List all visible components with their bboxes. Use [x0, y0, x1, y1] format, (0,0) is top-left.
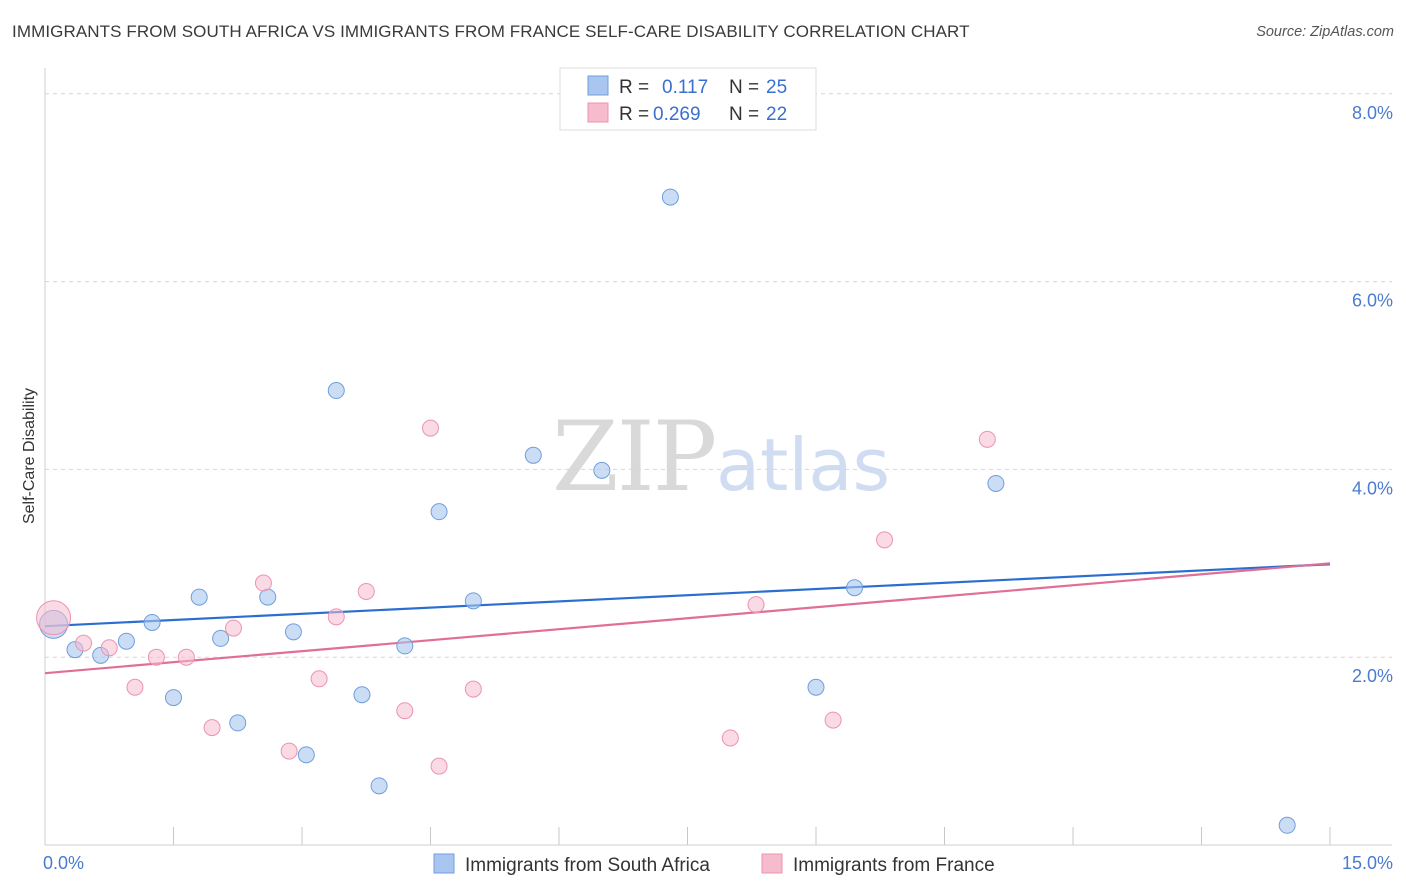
trend-line-france: [44, 562, 1331, 675]
y-tick-labels: 2.0% 4.0% 6.0% 8.0%: [1352, 103, 1393, 686]
point-france-20: [876, 531, 894, 549]
point-south-africa-3: [117, 632, 135, 650]
gridlines: [45, 93, 1392, 658]
point-south-africa-5: [165, 689, 182, 707]
x-tick-labels: 0.0% 15.0%: [43, 853, 1393, 873]
point-france-0: [36, 600, 72, 636]
legend-n-label-2: N =: [729, 104, 759, 125]
legend-r-label-1: R =: [619, 77, 649, 98]
legend-r-value-france: 0.269: [653, 104, 701, 125]
point-france-9: [280, 742, 298, 760]
point-south-africa-13: [353, 686, 371, 704]
watermark-zip: ZIP: [552, 401, 715, 513]
point-france-8: [254, 574, 272, 592]
point-france-7: [224, 619, 242, 637]
point-france-1: [75, 634, 93, 652]
point-south-africa-4: [143, 613, 161, 631]
legend-n-label-1: N =: [729, 77, 759, 98]
point-france-16: [464, 680, 482, 698]
point-france-13: [396, 702, 414, 720]
trend-lines: [44, 562, 1331, 675]
point-south-africa-21: [807, 678, 825, 696]
y-tick-label-0: 2.0%: [1352, 666, 1393, 686]
point-france-15: [430, 757, 448, 775]
point-france-11: [327, 608, 345, 626]
point-france-3: [126, 678, 144, 696]
point-south-africa-11: [297, 746, 315, 764]
point-south-africa-7: [212, 629, 230, 647]
y-tick-label-3: 8.0%: [1352, 103, 1393, 123]
data-points: [36, 188, 1296, 834]
point-france-10: [310, 670, 328, 688]
point-south-africa-24: [1278, 816, 1296, 834]
point-south-africa-19: [593, 461, 611, 479]
legend-r-label-2: R =: [619, 104, 649, 125]
point-south-africa-10: [284, 623, 302, 641]
series-legend-swatch-france: [761, 853, 783, 874]
point-france-17: [721, 729, 739, 747]
point-france-6: [203, 719, 221, 737]
chart-title: IMMIGRANTS FROM SOUTH AFRICA VS IMMIGRAN…: [12, 22, 970, 41]
point-south-africa-20: [661, 188, 679, 206]
y-tick-label-1: 4.0%: [1352, 478, 1393, 498]
point-france-5: [177, 648, 195, 666]
correlation-legend: R = 0.117 N = 25 R = 0.269 N = 22: [559, 67, 817, 131]
watermark: ZIP atlas: [552, 401, 890, 513]
point-south-africa-8: [229, 714, 247, 732]
legend-n-value-south-africa: 25: [766, 77, 787, 98]
point-france-14: [422, 419, 439, 437]
point-south-africa-18: [524, 446, 542, 464]
point-south-africa-17: [464, 592, 482, 610]
series-legend-label-south-africa: Immigrants from South Africa: [465, 855, 710, 876]
point-south-africa-16: [430, 503, 448, 521]
point-france-19: [824, 711, 842, 729]
point-south-africa-14: [370, 777, 388, 795]
watermark-atlas: atlas: [716, 423, 890, 507]
y-tick-label-2: 6.0%: [1352, 291, 1393, 311]
series-legend: Immigrants from South Africa Immigrants …: [433, 853, 995, 876]
x-tick-label-0: 0.0%: [43, 853, 84, 873]
point-south-africa-12: [327, 382, 345, 400]
point-south-africa-9: [259, 588, 277, 606]
point-france-2: [100, 639, 118, 657]
point-south-africa-22: [846, 579, 864, 597]
legend-swatch-south-africa: [587, 75, 609, 96]
point-france-18: [747, 596, 765, 614]
axes: [44, 68, 1392, 846]
y-axis-label: Self-Care Disability: [21, 388, 38, 524]
point-france-12: [357, 582, 375, 600]
legend-r-value-south-africa: 0.117: [662, 77, 708, 98]
legend-n-value-france: 22: [766, 104, 787, 125]
legend-swatch-france: [587, 102, 609, 123]
series-legend-label-france: Immigrants from France: [793, 855, 995, 876]
series-legend-swatch-south-africa: [433, 853, 455, 874]
trend-line-south-africa: [44, 563, 1331, 628]
point-south-africa-6: [190, 588, 208, 606]
x-tick-label-1: 15.0%: [1342, 853, 1393, 873]
point-south-africa-15: [396, 637, 414, 655]
point-france-4: [147, 648, 165, 666]
point-south-africa-23: [987, 474, 1005, 492]
point-france-21: [978, 430, 996, 448]
source-label: Source: ZipAtlas.com: [1256, 24, 1394, 40]
